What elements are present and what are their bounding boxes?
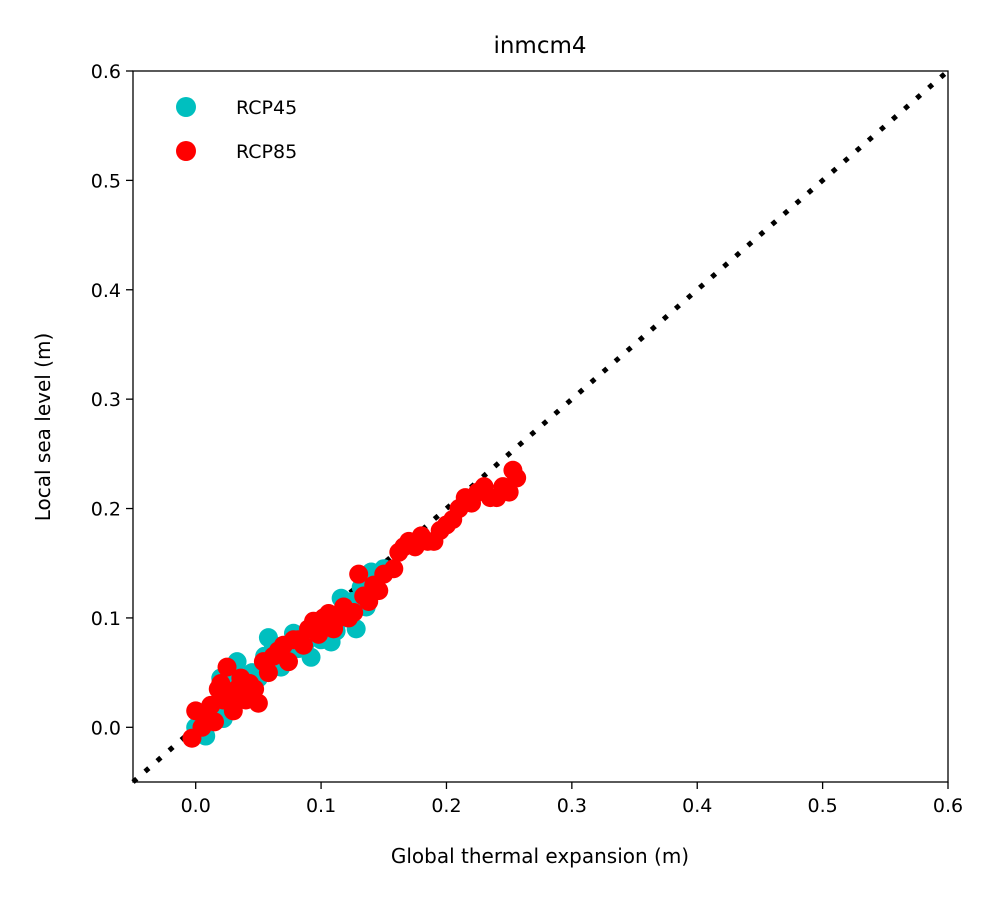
series-rcp85 bbox=[182, 460, 527, 748]
legend: RCP45 RCP85 bbox=[176, 97, 297, 163]
data-points-layer bbox=[182, 460, 527, 748]
x-tick-label: 0.0 bbox=[181, 795, 211, 817]
data-point-rcp85 bbox=[248, 693, 268, 713]
x-tick-label: 0.5 bbox=[808, 795, 838, 817]
data-point-rcp85 bbox=[223, 701, 243, 721]
x-tick-label: 0.2 bbox=[431, 795, 461, 817]
data-point-rcp85 bbox=[349, 564, 369, 584]
data-point-rcp85 bbox=[245, 679, 265, 699]
x-axis-label: Global thermal expansion (m) bbox=[391, 844, 689, 868]
y-tick-label: 0.6 bbox=[91, 61, 121, 83]
legend-label-rcp45: RCP45 bbox=[236, 97, 297, 119]
y-tick-label: 0.4 bbox=[91, 280, 121, 302]
data-point-rcp85 bbox=[211, 674, 231, 694]
y-tick-label: 0.2 bbox=[91, 499, 121, 521]
data-point-rcp85 bbox=[344, 602, 364, 622]
x-tick-label: 0.4 bbox=[682, 795, 712, 817]
data-point-rcp85 bbox=[205, 712, 224, 732]
axis-ticks-layer: 0.0 0.1 0.2 0.3 0.4 0.5 0.6 0.0 0.1 0.2 0.3 0.4 0.5 0… bbox=[91, 61, 963, 817]
data-point-rcp85 bbox=[369, 581, 389, 601]
data-point-rcp85 bbox=[499, 482, 519, 502]
data-point-rcp85 bbox=[507, 468, 527, 488]
data-point-rcp85 bbox=[384, 559, 404, 579]
y-tick-label: 0.0 bbox=[91, 717, 121, 739]
legend-marker-rcp45 bbox=[176, 97, 196, 117]
y-tick-label: 0.3 bbox=[91, 389, 121, 411]
x-tick-label: 0.6 bbox=[933, 795, 963, 817]
chart-title: inmcm4 bbox=[493, 33, 586, 59]
data-point-rcp85 bbox=[294, 635, 314, 655]
x-tick-label: 0.3 bbox=[557, 795, 587, 817]
data-point-rcp85 bbox=[258, 663, 278, 683]
data-point-rcp85 bbox=[309, 624, 329, 644]
legend-marker-rcp85 bbox=[176, 141, 196, 161]
y-tick-label: 0.5 bbox=[91, 170, 121, 192]
legend-label-rcp85: RCP85 bbox=[236, 141, 297, 163]
x-tick-label: 0.1 bbox=[306, 795, 336, 817]
y-tick-label: 0.1 bbox=[91, 608, 121, 630]
data-point-rcp85 bbox=[217, 657, 237, 677]
data-point-rcp85 bbox=[278, 652, 298, 672]
plot-frame bbox=[132, 70, 949, 783]
y-axis-label: Local sea level (m) bbox=[31, 333, 55, 522]
